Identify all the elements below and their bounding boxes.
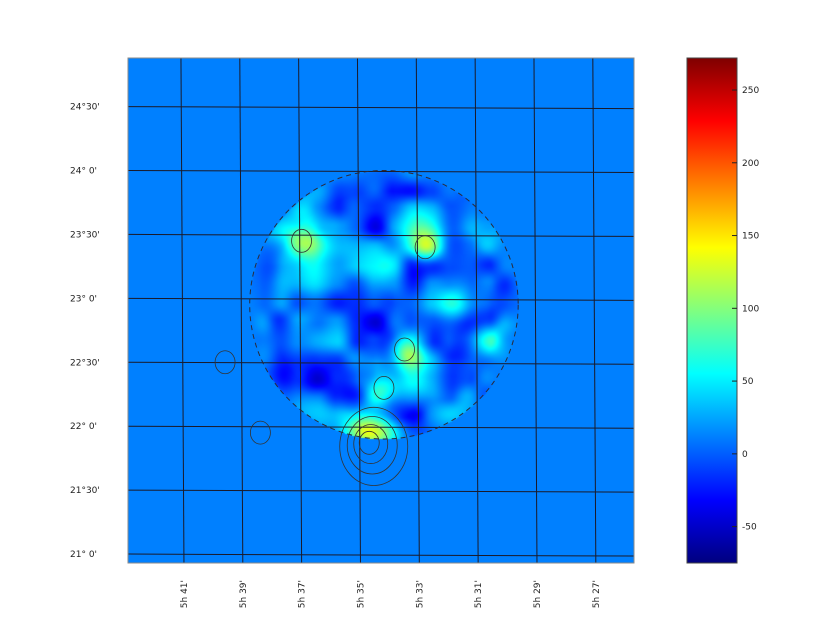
grid-line-dec-7 bbox=[128, 553, 634, 557]
colorbar-gradient bbox=[686, 57, 738, 564]
grid-line-ra-1 bbox=[239, 58, 244, 563]
grid-line-ra-5 bbox=[474, 58, 479, 563]
x-tick-label: 5h 39' bbox=[239, 580, 249, 608]
x-tick-label: 5h 31' bbox=[474, 580, 484, 608]
x-tick-label: 5h 33' bbox=[415, 580, 425, 608]
y-tick-label: 24° 0' bbox=[70, 167, 97, 177]
colorbar-tick-label: 50 bbox=[742, 377, 754, 387]
contour-4-0 bbox=[214, 350, 236, 375]
grid-line-dec-3 bbox=[128, 297, 634, 301]
x-tick-label: 5h 41' bbox=[180, 580, 190, 608]
contour-5-0 bbox=[249, 420, 271, 445]
y-tick-label: 22° 0' bbox=[70, 422, 97, 432]
colorbar-tick-label: 200 bbox=[742, 159, 759, 169]
heatmap-image bbox=[128, 58, 634, 563]
colorbar: 250 200 150 100 50 0 -50 bbox=[686, 57, 759, 564]
grid-line-dec-1 bbox=[128, 170, 634, 174]
y-axis-ticks: 24°30' 24° 0' 23°30' 23° 0' 22°30' 22° 0' 21°3… bbox=[70, 103, 100, 560]
colorbar-tick-label: 100 bbox=[742, 304, 759, 314]
contour-0-1 bbox=[353, 424, 389, 464]
colorbar-tick-label: 150 bbox=[742, 232, 759, 242]
heatmap-plot bbox=[127, 57, 635, 564]
y-tick-label: 21° 0' bbox=[70, 550, 97, 560]
x-tick-label: 5h 29' bbox=[533, 580, 543, 608]
grid-line-ra-2 bbox=[298, 58, 303, 563]
colorbar-tick-label: -50 bbox=[742, 523, 757, 533]
grid-line-ra-3 bbox=[356, 58, 361, 563]
x-tick-label: 5h 37' bbox=[298, 580, 308, 608]
x-tick-label: 5h 27' bbox=[592, 580, 602, 608]
coordinate-grid bbox=[128, 58, 634, 563]
grid-line-dec-6 bbox=[128, 489, 634, 493]
grid-line-dec-5 bbox=[128, 425, 634, 429]
colorbar-ticks: 250 200 150 100 50 0 -50 bbox=[732, 86, 759, 533]
contour-1-0 bbox=[394, 337, 415, 362]
y-tick-label: 23°30' bbox=[70, 230, 100, 240]
contour-6-0 bbox=[373, 375, 395, 400]
grid-line-ra-0 bbox=[180, 58, 185, 563]
y-tick-label: 21°30' bbox=[70, 486, 100, 496]
contour-0-3 bbox=[339, 406, 409, 486]
y-tick-label: 23° 0' bbox=[70, 294, 97, 304]
y-tick-label: 22°30' bbox=[70, 358, 100, 368]
contour-2-0 bbox=[414, 235, 436, 260]
field-overlay bbox=[214, 170, 519, 486]
grid-line-dec-4 bbox=[128, 361, 634, 365]
x-tick-label: 5h 35' bbox=[356, 580, 366, 608]
grid-line-dec-2 bbox=[128, 233, 634, 237]
grid-line-dec-0 bbox=[128, 106, 634, 110]
contour-0-0 bbox=[358, 430, 380, 455]
contour-3-0 bbox=[291, 228, 312, 253]
field-boundary bbox=[249, 170, 519, 440]
grid-line-ra-4 bbox=[415, 58, 420, 563]
contour-0-2 bbox=[346, 416, 398, 475]
plot-frame bbox=[127, 57, 635, 564]
colorbar-tick-label: 250 bbox=[742, 86, 759, 96]
x-axis-ticks: 5h 41' 5h 39' 5h 37' 5h 35' 5h 33' 5h 31' 5h 2… bbox=[180, 580, 602, 608]
grid-line-ra-7 bbox=[592, 58, 597, 563]
colorbar-tick-label: 0 bbox=[742, 450, 748, 460]
y-tick-label: 24°30' bbox=[70, 103, 100, 113]
grid-line-ra-6 bbox=[533, 58, 538, 563]
